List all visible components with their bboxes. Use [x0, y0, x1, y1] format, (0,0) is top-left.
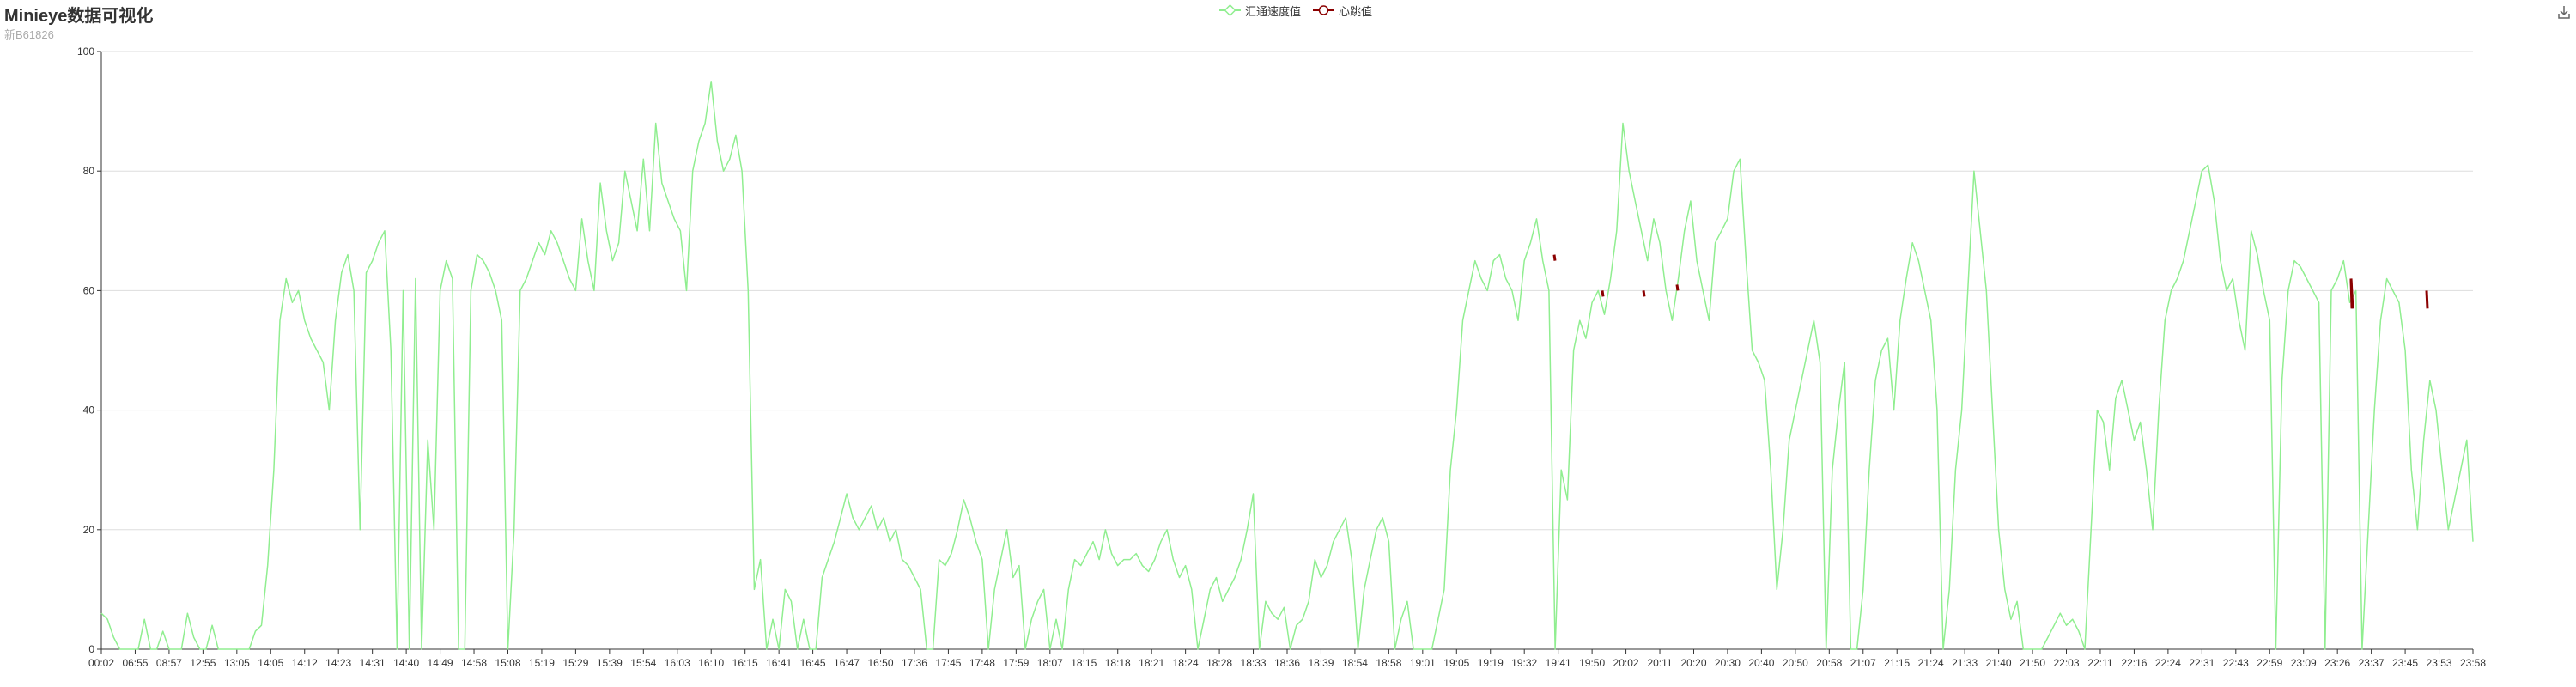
x-tick-label: 15:19 [529, 657, 555, 669]
y-tick-label: 0 [88, 643, 94, 655]
x-tick-label: 18:36 [1274, 657, 1300, 669]
heartbeat-segment [1552, 254, 1557, 261]
y-tick-label: 20 [83, 524, 95, 536]
heartbeat-segment [1601, 290, 1605, 297]
x-tick-label: 23:58 [2460, 657, 2486, 669]
x-tick-label: 19:05 [1443, 657, 1469, 669]
save-image-button[interactable] [2555, 3, 2573, 21]
x-tick-label: 20:02 [1613, 657, 1639, 669]
heartbeat-segment [2349, 278, 2354, 309]
x-tick-label: 18:18 [1105, 657, 1131, 669]
x-tick-label: 19:41 [1546, 657, 1571, 669]
x-tick-label: 19:01 [1410, 657, 1436, 669]
x-tick-label: 21:15 [1884, 657, 1910, 669]
x-tick-label: 16:45 [800, 657, 826, 669]
x-tick-label: 16:03 [665, 657, 690, 669]
x-tick-label: 23:09 [2291, 657, 2317, 669]
x-tick-label: 14:05 [258, 657, 283, 669]
x-tick-label: 18:15 [1071, 657, 1097, 669]
x-tick-label: 14:12 [292, 657, 318, 669]
y-tick-label: 80 [83, 165, 95, 177]
x-tick-label: 20:50 [1783, 657, 1808, 669]
x-tick-label: 23:37 [2359, 657, 2385, 669]
x-tick-label: 22:43 [2223, 657, 2249, 669]
x-tick-label: 21:40 [1986, 657, 2012, 669]
x-tick-label: 16:15 [732, 657, 758, 669]
x-tick-label: 18:33 [1241, 657, 1267, 669]
series-layer [100, 81, 2474, 650]
x-tick-label: 13:05 [224, 657, 250, 669]
x-tick-label: 20:58 [1816, 657, 1842, 669]
x-tick-label: 21:24 [1918, 657, 1944, 669]
x-tick-label: 16:50 [867, 657, 893, 669]
x-tick-label: 18:28 [1206, 657, 1232, 669]
x-tick-label: 21:07 [1850, 657, 1876, 669]
x-tick-label: 15:39 [597, 657, 623, 669]
x-tick-label: 18:24 [1173, 657, 1199, 669]
x-tick-label: 18:21 [1139, 657, 1164, 669]
grid-lines [101, 51, 2473, 531]
x-tick-label: 19:50 [1579, 657, 1605, 669]
x-tick-label: 08:57 [156, 657, 182, 669]
x-tick-label: 16:10 [698, 657, 724, 669]
x-tick-label: 18:58 [1376, 657, 1401, 669]
y-tick-label: 40 [83, 404, 95, 416]
x-tick-label: 21:50 [2020, 657, 2045, 669]
x-tick-label: 15:08 [495, 657, 520, 669]
x-tick-label: 21:33 [1952, 657, 1978, 669]
x-tick-label: 17:48 [969, 657, 995, 669]
x-tick-label: 14:40 [393, 657, 419, 669]
x-tick-label: 22:11 [2087, 657, 2112, 669]
y-axis: 0 20 40 60 80 100 [77, 46, 102, 655]
x-tick-label: 22:03 [2053, 657, 2079, 669]
x-tick-label: 20:40 [1748, 657, 1774, 669]
legend-item-heartbeat[interactable]: 心跳值 [1313, 3, 1372, 19]
x-tick-label: 18:07 [1037, 657, 1063, 669]
x-tick-label: 17:45 [935, 657, 961, 669]
x-tick-label: 06:55 [122, 657, 148, 669]
x-tick-label: 16:41 [766, 657, 792, 669]
x-tick-label: 14:23 [325, 657, 351, 669]
heartbeat-segment [1675, 284, 1680, 291]
y-tick-label: 100 [77, 46, 94, 58]
x-tick-label: 20:11 [1647, 657, 1672, 669]
x-tick-label: 12:55 [190, 657, 216, 669]
x-tick-label: 17:59 [1003, 657, 1029, 669]
x-tick-label: 22:59 [2257, 657, 2282, 669]
x-tick-label: 14:58 [461, 657, 487, 669]
y-tick-label: 60 [83, 284, 95, 296]
legend-item-speed[interactable]: 汇通速度值 [1219, 3, 1301, 19]
legend-label-heartbeat: 心跳值 [1339, 4, 1373, 18]
x-tick-label: 14:31 [360, 657, 386, 669]
x-tick-label: 15:29 [562, 657, 588, 669]
x-tick-label: 19:32 [1511, 657, 1537, 669]
x-tick-label: 15:54 [630, 657, 656, 669]
speed-series-line [100, 81, 2474, 650]
legend-label-speed: 汇通速度值 [1245, 4, 1302, 18]
x-tick-label: 18:54 [1342, 657, 1368, 669]
x-tick-label: 19:19 [1478, 657, 1504, 669]
x-tick-label: 20:20 [1680, 657, 1706, 669]
download-icon [2558, 6, 2570, 19]
heartbeat-segment [1642, 290, 1646, 297]
x-tick-label: 17:36 [902, 657, 927, 669]
x-tick-label: 20:30 [1715, 657, 1741, 669]
x-tick-label: 00:02 [88, 657, 114, 669]
x-tick-label: 23:53 [2427, 657, 2452, 669]
x-tick-label: 22:16 [2121, 657, 2147, 669]
x-tick-label: 22:24 [2155, 657, 2181, 669]
page-subtitle: 新B61826 [4, 28, 54, 41]
x-tick-label: 16:47 [834, 657, 860, 669]
legend-marker-speed-icon [1219, 4, 1241, 16]
x-tick-label: 22:31 [2189, 657, 2215, 669]
legend-marker-heartbeat-icon [1313, 5, 1335, 15]
chart-legend: 汇通速度值 心跳值 [1219, 2, 1384, 19]
x-tick-label: 18:39 [1308, 657, 1334, 669]
x-tick-label: 14:49 [428, 657, 453, 669]
x-axis: 00:02 06:55 08:57 12:55 13:05 14:05 14:12 14:23… [88, 648, 2486, 669]
x-tick-label: 23:26 [2324, 657, 2350, 669]
x-tick-label: 23:45 [2392, 657, 2418, 669]
page-title: Minieye数据可视化 [4, 7, 154, 26]
